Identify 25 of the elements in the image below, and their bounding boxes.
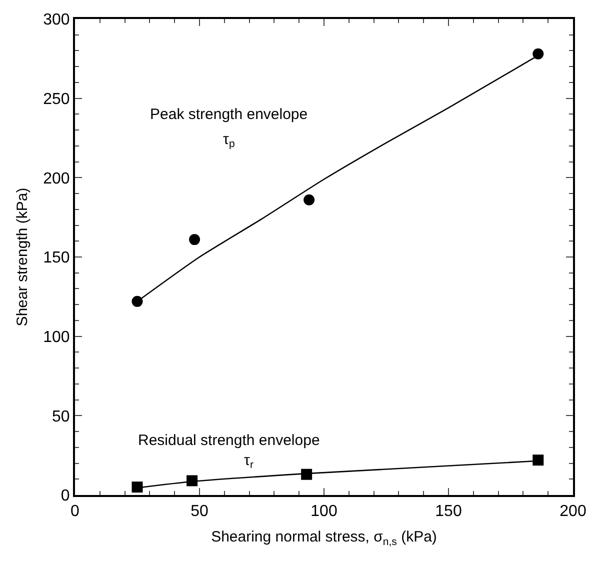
point <box>186 475 198 486</box>
point <box>532 48 544 60</box>
y-axis-title: Shear strength (kPa) <box>14 188 31 326</box>
point <box>132 482 143 493</box>
x-tick-label: 150 <box>435 503 462 520</box>
x-tick-label: 200 <box>560 503 586 520</box>
y-tick-label: 100 <box>43 328 70 346</box>
y-tick-label: 300 <box>43 12 70 29</box>
point <box>304 194 315 206</box>
annotation: Residual strength envelope <box>138 432 320 449</box>
point <box>532 454 544 466</box>
x-axis-title: Shearing normal stress, σ$_{n,s}$ (kPa) <box>211 528 437 548</box>
point <box>189 234 200 246</box>
y-tick-label: 150 <box>43 250 70 267</box>
x-tick-label: 50 <box>190 503 208 520</box>
y-tick-label: 250 <box>43 90 70 108</box>
annotation: τ$_{r}$ <box>244 452 254 472</box>
annotation: τ$_{p}$ <box>223 131 235 150</box>
y-tick-label: 50 <box>52 408 70 426</box>
y-tick-label: 0 <box>60 488 70 505</box>
annotation: Peak strength envelope <box>150 106 308 123</box>
point <box>301 468 312 480</box>
y-tick-label: 200 <box>43 170 70 188</box>
x-tick-label: 100 <box>310 503 338 520</box>
point <box>132 296 143 307</box>
